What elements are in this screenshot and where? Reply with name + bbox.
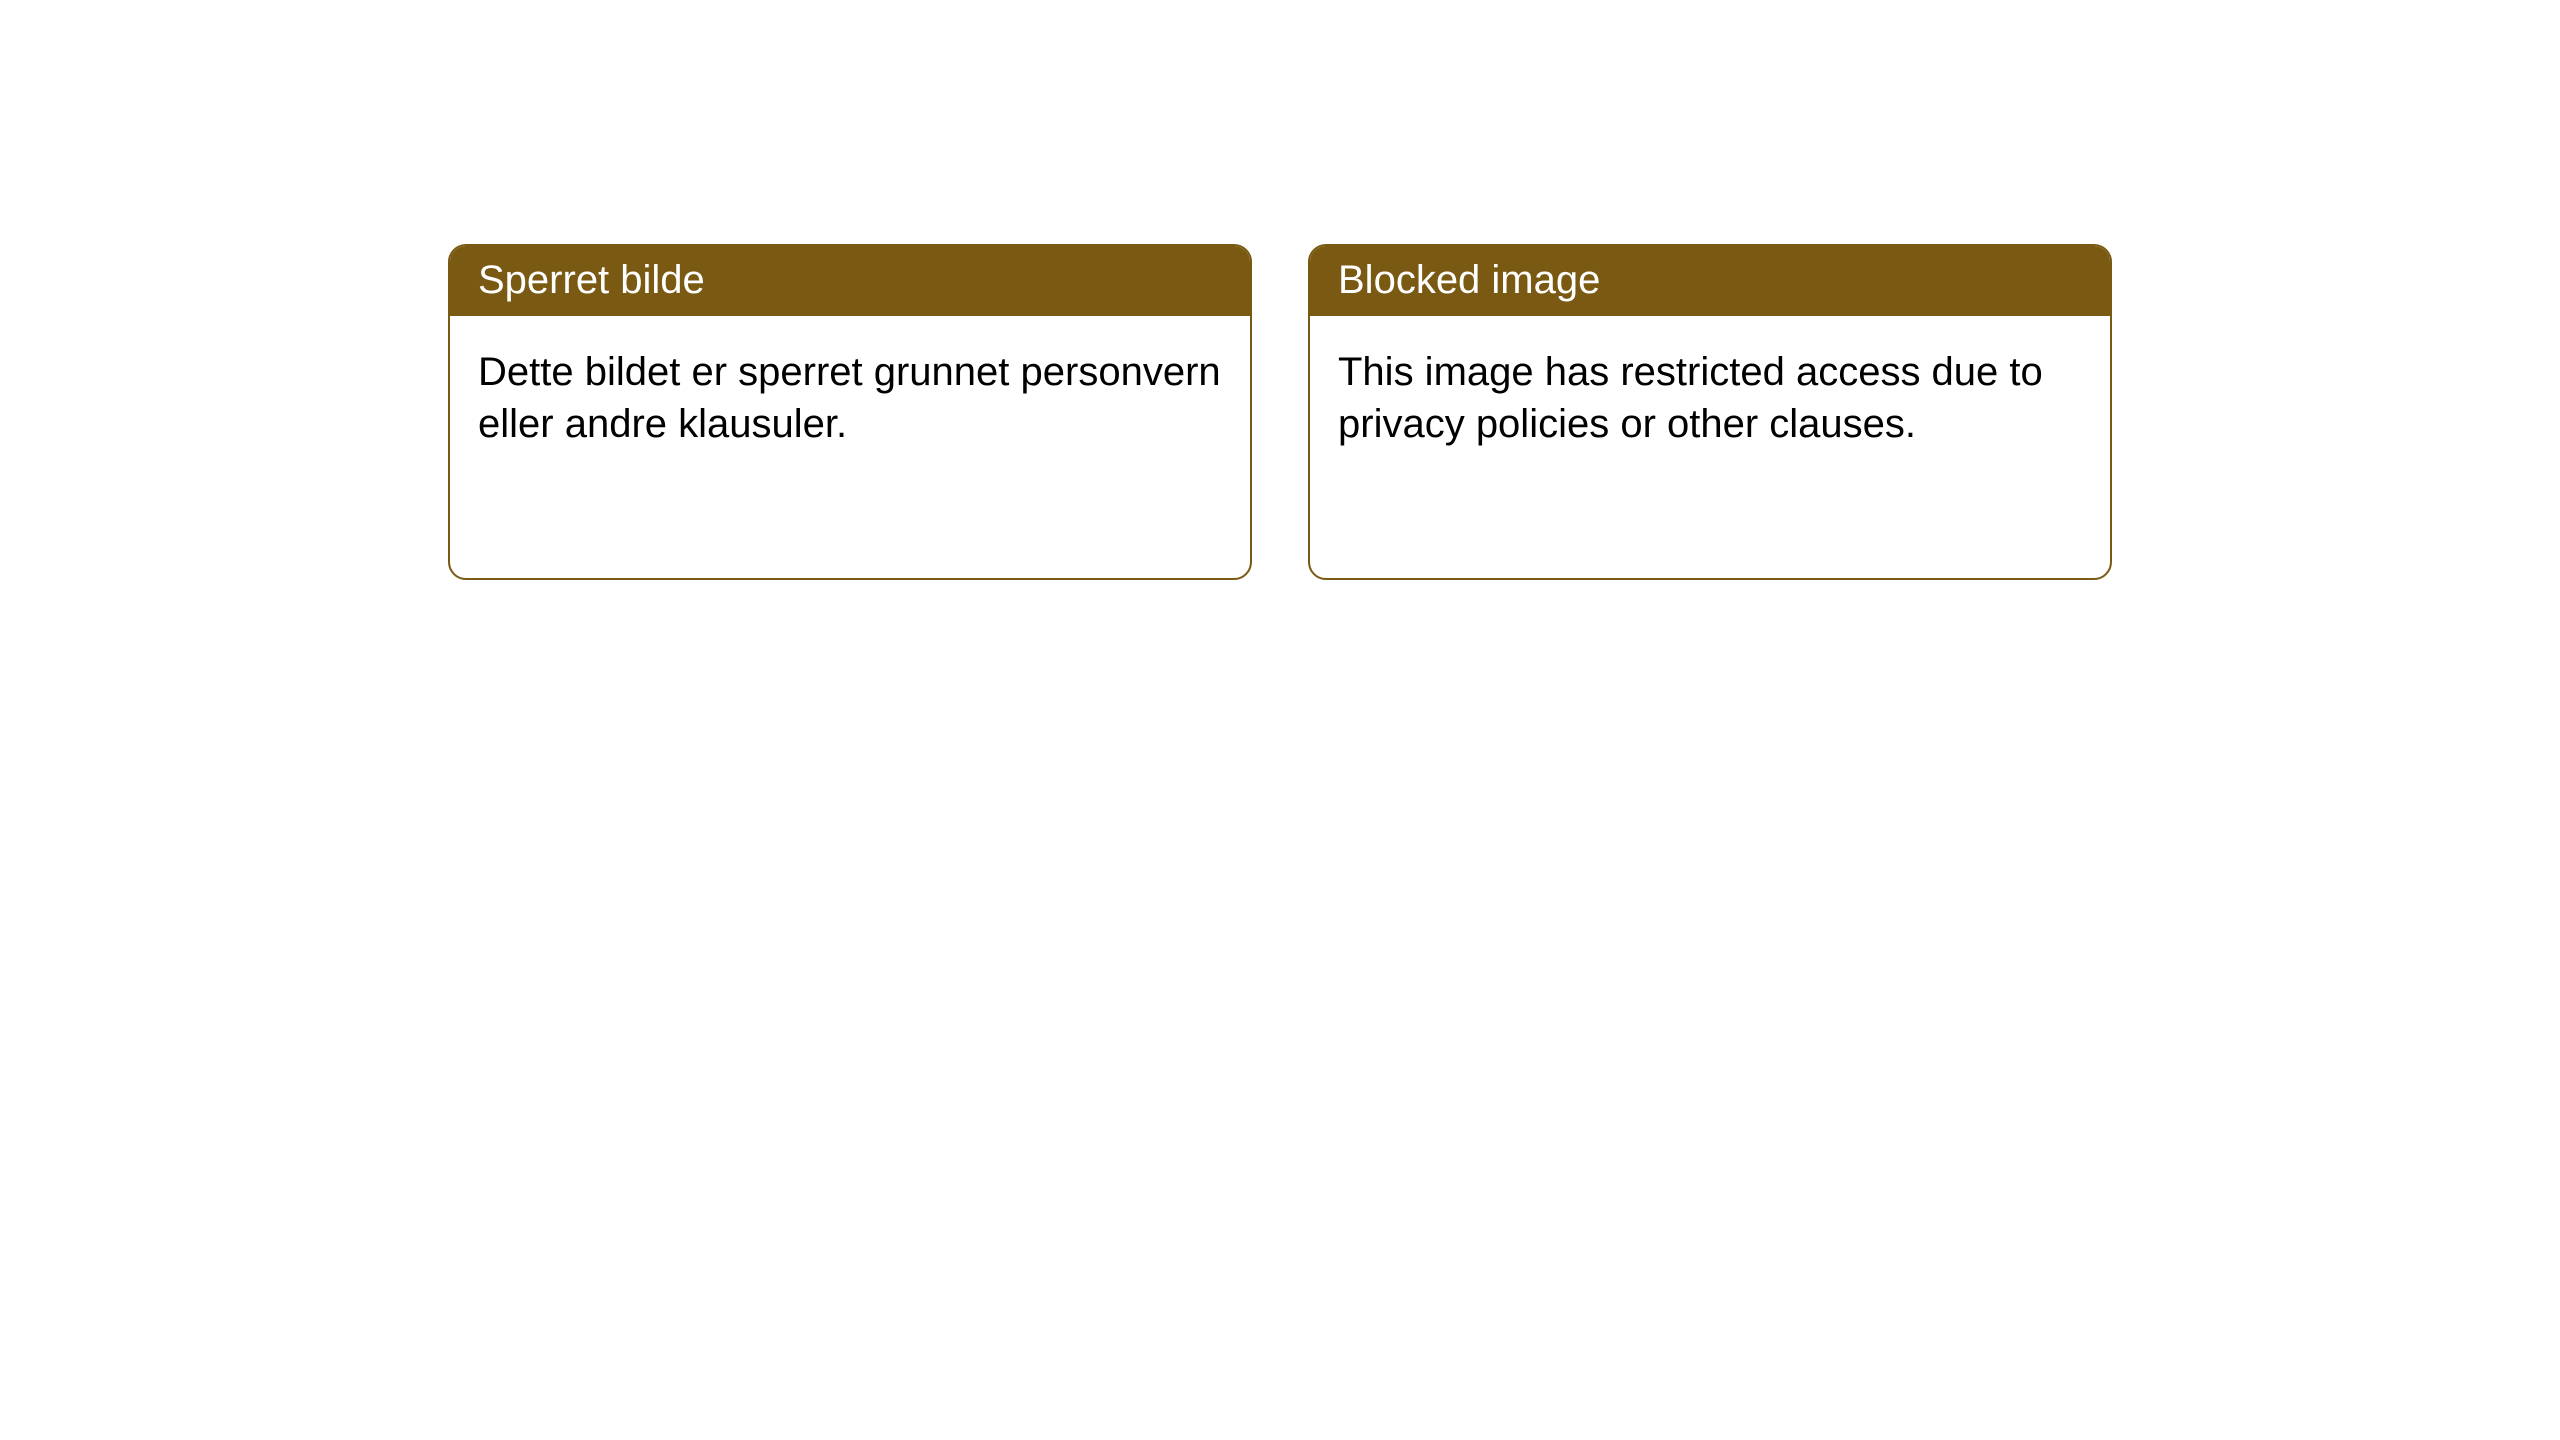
notice-card-english: Blocked image This image has restricted … <box>1308 244 2112 580</box>
notice-body: Dette bildet er sperret grunnet personve… <box>450 316 1250 480</box>
notice-container: Sperret bilde Dette bildet er sperret gr… <box>0 0 2560 580</box>
notice-body: This image has restricted access due to … <box>1310 316 2110 480</box>
notice-header: Blocked image <box>1310 246 2110 316</box>
notice-header: Sperret bilde <box>450 246 1250 316</box>
notice-card-norwegian: Sperret bilde Dette bildet er sperret gr… <box>448 244 1252 580</box>
